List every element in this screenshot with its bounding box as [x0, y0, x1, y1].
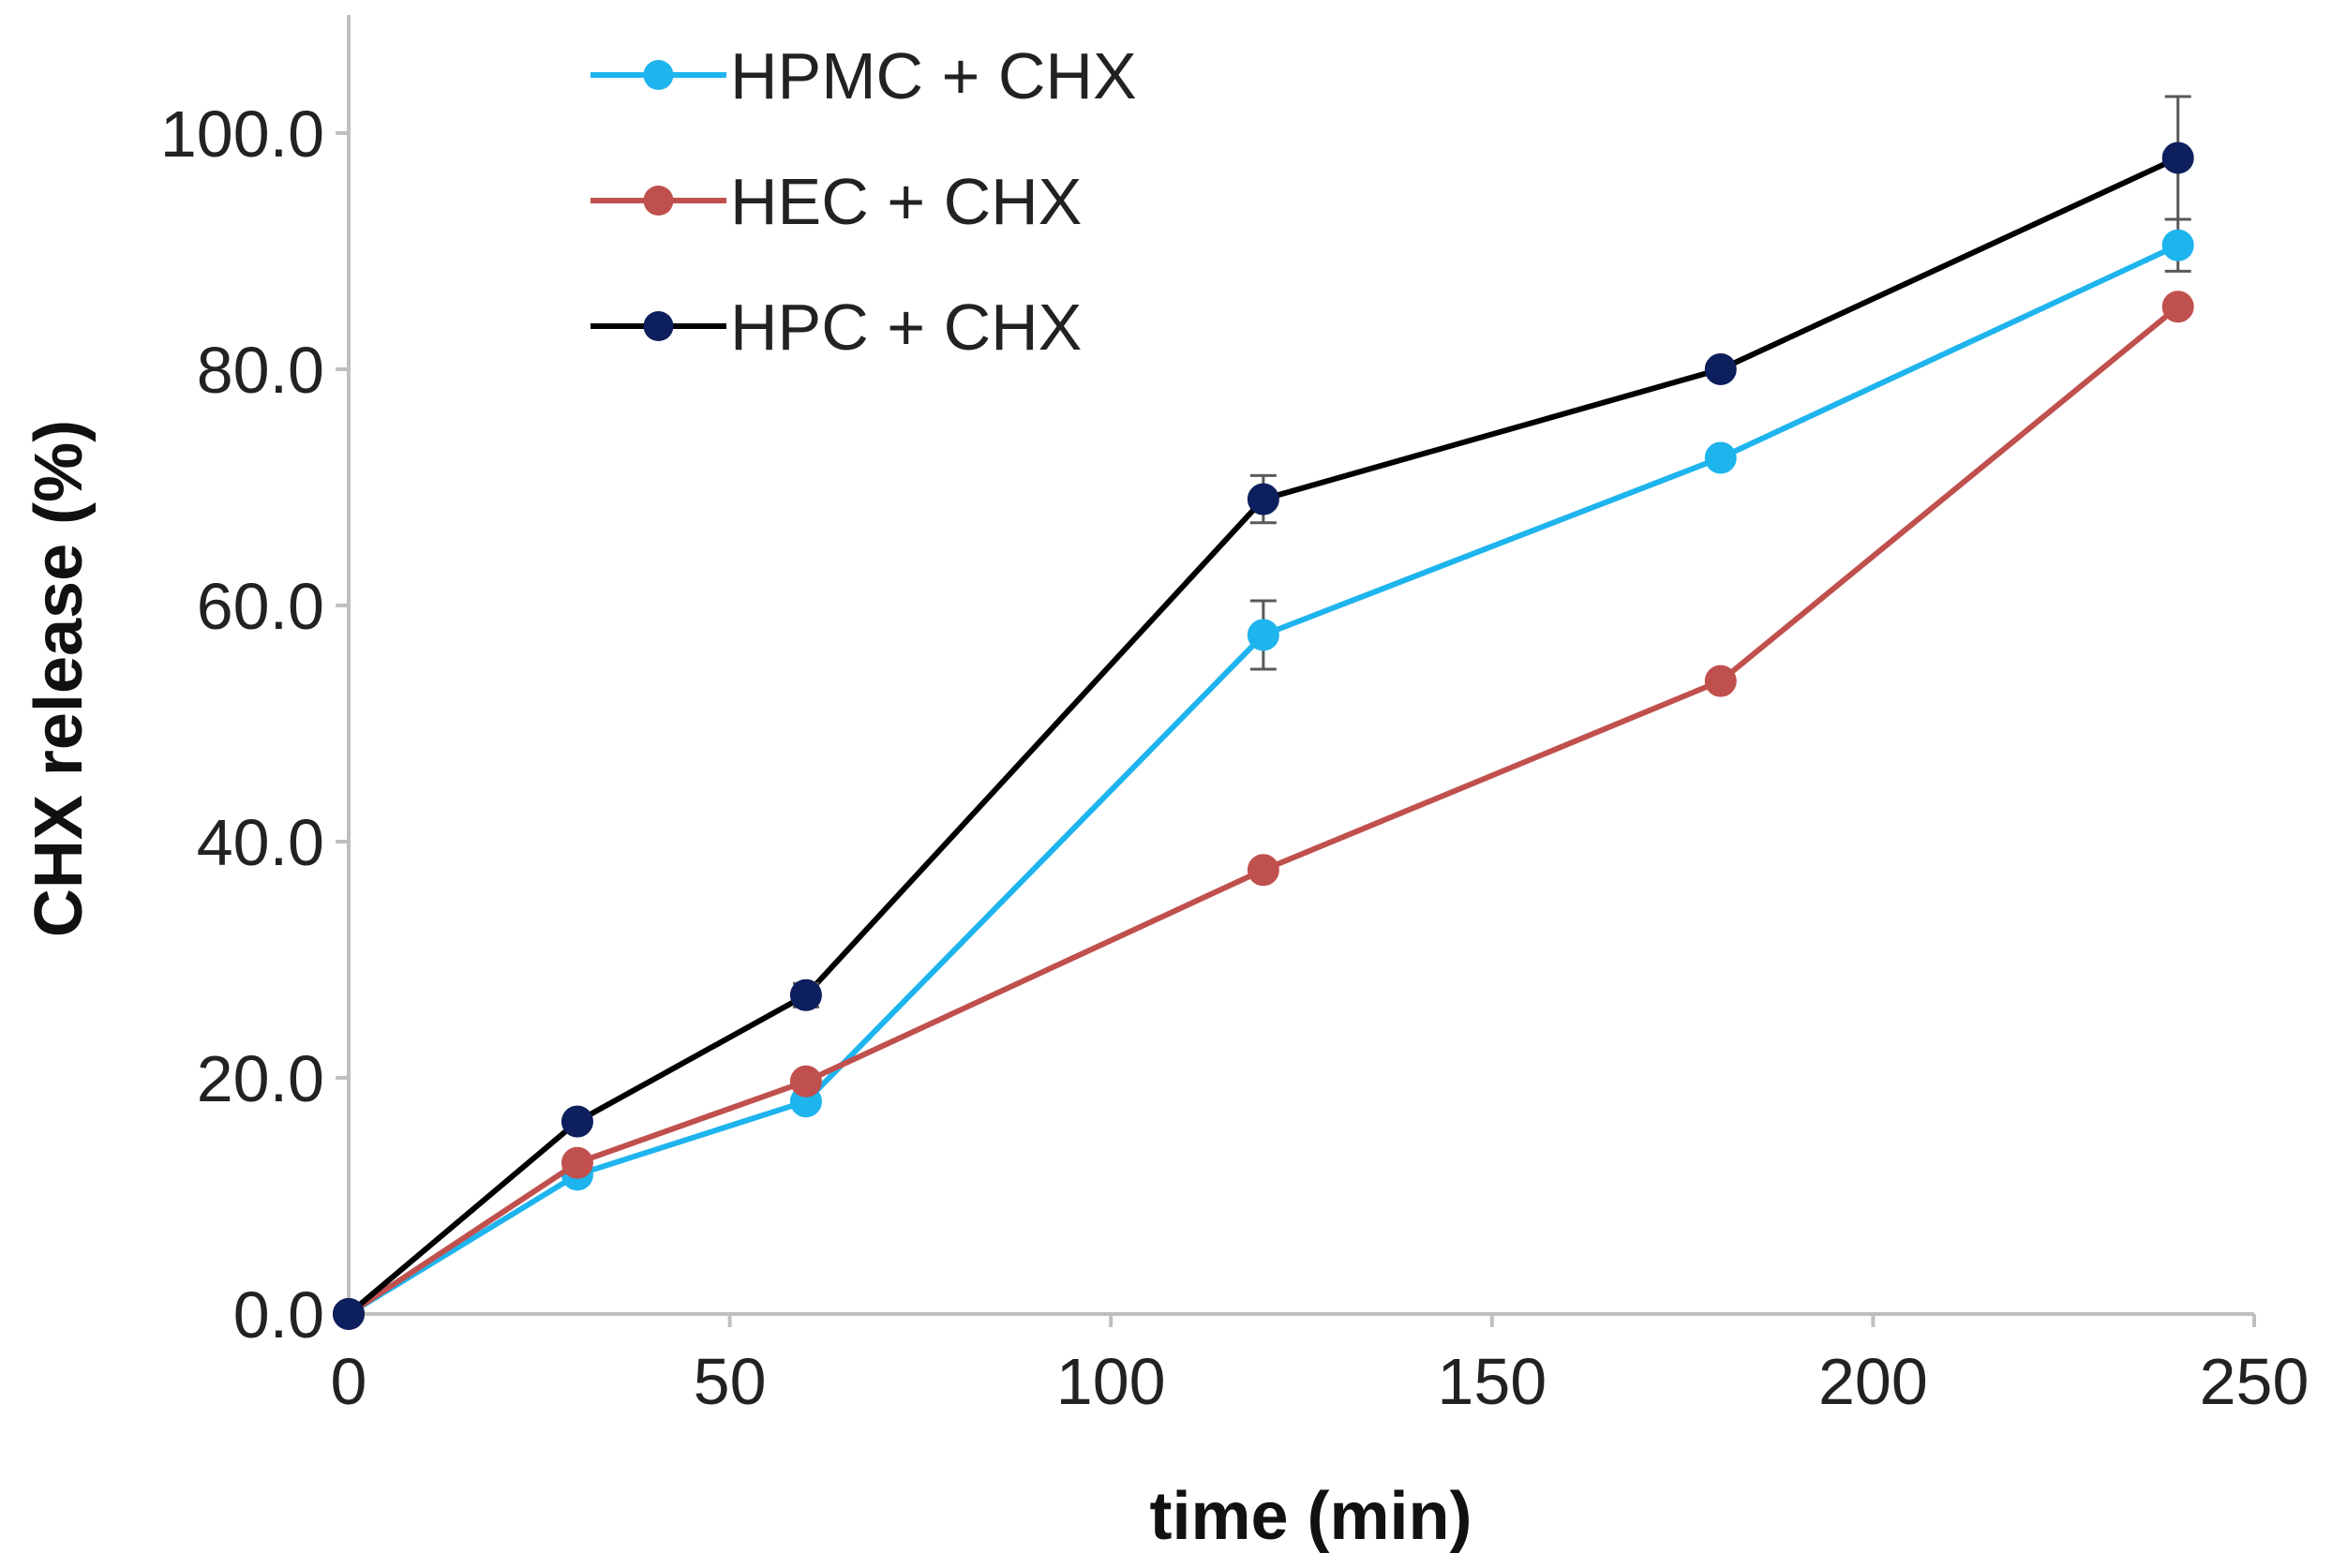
series-2	[333, 95, 2194, 1330]
legend-item: HPMC + CHX	[590, 39, 1137, 112]
data-point	[2161, 229, 2194, 261]
y-tick-label: 80.0	[197, 334, 324, 407]
data-point	[2161, 291, 2194, 323]
data-point	[1704, 353, 1737, 385]
x-tick-label: 50	[694, 1345, 767, 1418]
data-point	[1247, 619, 1279, 651]
legend-label: HPC + CHX	[730, 291, 1082, 364]
data-point	[2161, 142, 2194, 174]
legend-label: HEC + CHX	[730, 165, 1082, 238]
series-0	[333, 217, 2194, 1330]
legend-item: HPC + CHX	[590, 291, 1082, 364]
legend-marker	[643, 60, 674, 90]
legend-item: HEC + CHX	[590, 165, 1082, 238]
legend-marker	[643, 311, 674, 341]
x-tick-label: 0	[331, 1345, 367, 1418]
data-point	[561, 1146, 593, 1179]
data-point	[561, 1105, 593, 1138]
data-point	[333, 1298, 365, 1330]
series-line	[347, 242, 2179, 1317]
legend-marker	[643, 186, 674, 216]
legend-label: HPMC + CHX	[730, 39, 1137, 112]
y-axis-title: CHX release (%)	[22, 420, 97, 937]
data-point	[1704, 441, 1737, 474]
data-point	[789, 978, 822, 1011]
x-tick-label: 150	[1437, 1345, 1547, 1418]
axes: 0.0 20.0 40.0 60.0 80.0 100.0 0 50 100 150 200 250	[160, 15, 2310, 1418]
series-1	[333, 291, 2194, 1330]
series-line	[347, 304, 2180, 1317]
x-axis-title: time (min)	[1149, 1479, 1472, 1554]
data-point	[789, 1065, 822, 1098]
data-point	[1247, 854, 1279, 887]
data-point	[1704, 665, 1737, 697]
data-point	[1247, 483, 1279, 515]
legend: HPMC + CHX HEC + CHX HPC + CHX	[590, 39, 1137, 364]
series-line	[347, 155, 2179, 1317]
y-tick-label: 60.0	[197, 570, 324, 643]
y-tick-label: 40.0	[197, 806, 324, 879]
y-tick-label: 100.0	[160, 97, 324, 171]
y-tick-label: 20.0	[197, 1042, 324, 1115]
x-tick-label: 200	[1818, 1345, 1928, 1418]
x-tick-label: 100	[1056, 1345, 1166, 1418]
y-tick-label: 0.0	[233, 1278, 324, 1351]
x-tick-label: 250	[2200, 1345, 2310, 1418]
series-layer	[333, 95, 2194, 1330]
